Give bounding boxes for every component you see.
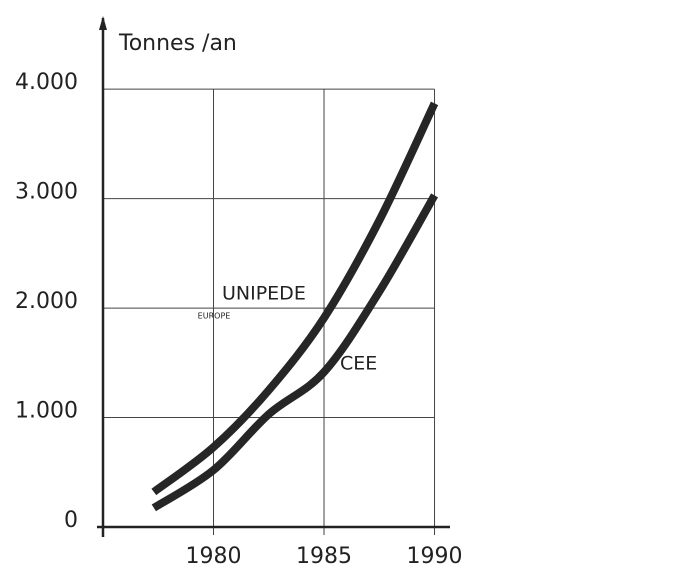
y-tick-label: 4.000 bbox=[15, 70, 78, 95]
x-tick-label: 1985 bbox=[296, 544, 352, 569]
y-axis-label: Tonnes /an bbox=[118, 31, 237, 56]
x-tick-label: 1990 bbox=[407, 544, 463, 569]
y-axis-arrow bbox=[99, 16, 107, 30]
y-tick-label: 1.000 bbox=[15, 399, 78, 424]
y-tick-label: 0 bbox=[64, 508, 78, 533]
line-series bbox=[151, 101, 439, 496]
y-tick-label: 2.000 bbox=[15, 289, 78, 314]
line-series bbox=[151, 193, 438, 512]
series-label: UNIPEDE bbox=[222, 283, 306, 305]
y-tick-label: 3.000 bbox=[15, 180, 78, 205]
series-label: CEE bbox=[340, 353, 377, 375]
x-tick-label: 1980 bbox=[186, 544, 242, 569]
